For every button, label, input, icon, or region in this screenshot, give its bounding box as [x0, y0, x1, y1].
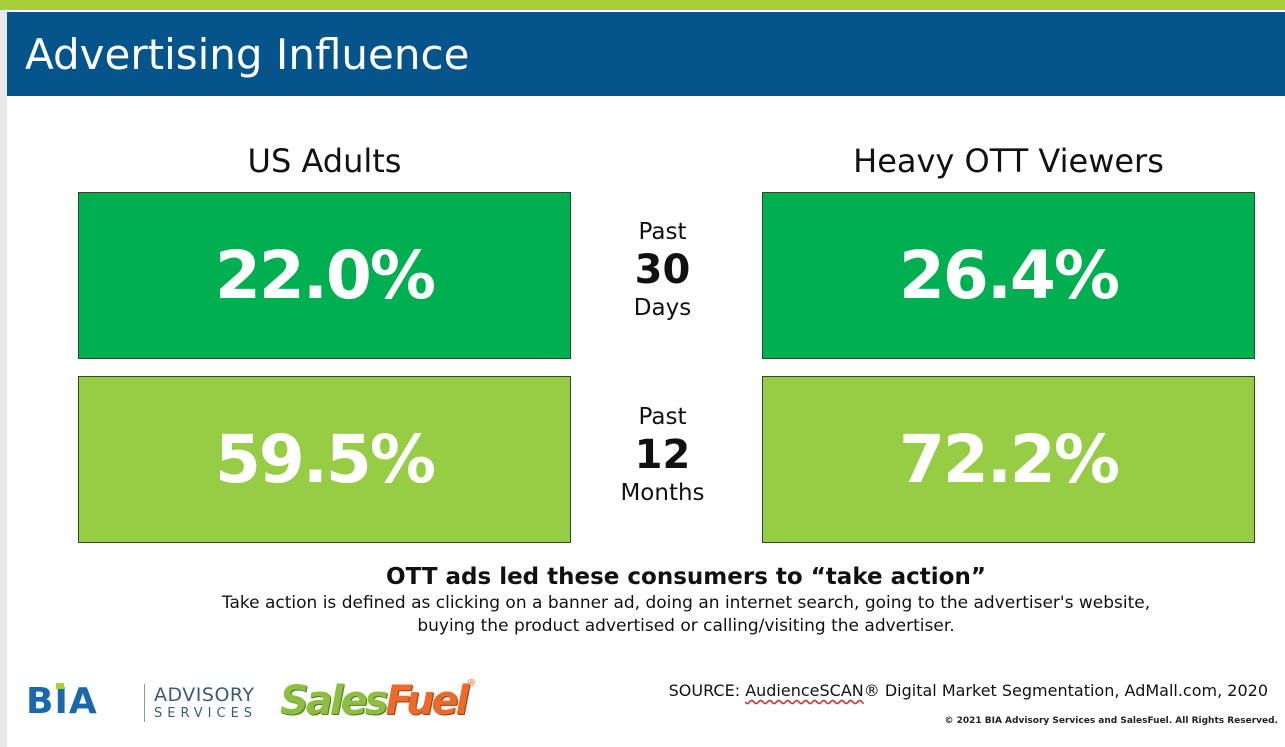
- source-detail: ® Digital Market Segmentation, AdMall.co…: [863, 681, 1268, 700]
- source-brand: AudienceSCAN: [745, 681, 864, 700]
- salesfuel-logo-fuel: Fuel: [385, 678, 469, 724]
- stat-value: 72.2%: [899, 421, 1120, 498]
- bia-logo-accent-dot: [56, 683, 64, 689]
- period-word: Past: [638, 219, 687, 245]
- stat-value: 26.4%: [899, 237, 1120, 314]
- period-unit: Days: [633, 295, 692, 321]
- stat-value: 59.5%: [215, 421, 436, 498]
- bia-logo-advisory-text: ADVISORY: [154, 684, 255, 706]
- column-heading-heavy-ott-viewers: Heavy OTT Viewers: [853, 142, 1164, 180]
- bia-advisory-services-logo: BIA ADVISORY SERVICES: [26, 682, 266, 726]
- period-word: Past: [638, 404, 687, 430]
- stat-box-us-adults-12-months: 59.5%: [78, 376, 571, 543]
- left-edge-border: [0, 10, 7, 747]
- salesfuel-registered-mark: ®: [466, 678, 477, 689]
- bia-logo-divider: [144, 684, 145, 722]
- source-prefix: SOURCE:: [668, 681, 746, 700]
- copyright-notice: © 2021 BIA Advisory Services and SalesFu…: [944, 716, 1278, 726]
- bia-logo-services-text: SERVICES: [154, 706, 258, 721]
- salesfuel-logo-sales: Sales: [280, 678, 388, 724]
- column-heading-us-adults: US Adults: [247, 142, 402, 180]
- page-title: Advertising Influence: [25, 30, 470, 79]
- period-unit: Months: [620, 480, 705, 506]
- take-action-definition: Take action is defined as clicking on a …: [221, 593, 1151, 636]
- period-number: 12: [634, 432, 691, 478]
- salesfuel-logo: SalesFuel®: [280, 678, 476, 724]
- period-number: 30: [634, 247, 691, 293]
- stat-value: 22.0%: [215, 237, 436, 314]
- stat-box-heavy-ott-12-months: 72.2%: [762, 376, 1255, 543]
- source-citation: SOURCE: AudienceSCAN® Digital Market Seg…: [669, 680, 1268, 702]
- stat-box-us-adults-30-days: 22.0%: [78, 192, 571, 359]
- top-accent-stripe: [0, 0, 1285, 10]
- stat-box-heavy-ott-30-days: 26.4%: [762, 192, 1255, 359]
- takeaway-heading: OTT ads led these consumers to “take act…: [386, 564, 986, 590]
- period-label-30-days: Past 30 Days: [590, 218, 735, 322]
- header-bar: Advertising Influence: [7, 12, 1285, 96]
- period-label-12-months: Past 12 Months: [590, 403, 735, 507]
